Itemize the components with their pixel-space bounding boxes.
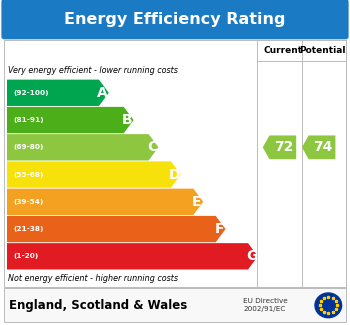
Text: (92-100): (92-100) bbox=[13, 90, 49, 96]
Circle shape bbox=[315, 293, 342, 318]
Polygon shape bbox=[7, 107, 134, 133]
Text: A: A bbox=[97, 86, 108, 100]
Polygon shape bbox=[7, 134, 159, 161]
Polygon shape bbox=[263, 136, 296, 159]
Text: 72: 72 bbox=[274, 140, 293, 154]
Text: 2002/91/EC: 2002/91/EC bbox=[243, 306, 286, 312]
Bar bbox=[4, 40, 346, 287]
Text: F: F bbox=[215, 222, 224, 236]
Text: Not energy efficient - higher running costs: Not energy efficient - higher running co… bbox=[8, 274, 178, 283]
Text: EU Directive: EU Directive bbox=[243, 298, 288, 305]
Text: (81-91): (81-91) bbox=[13, 117, 44, 123]
Text: (21-38): (21-38) bbox=[13, 226, 44, 232]
Text: 74: 74 bbox=[313, 140, 332, 154]
Text: England, Scotland & Wales: England, Scotland & Wales bbox=[9, 299, 187, 312]
Text: G: G bbox=[246, 249, 257, 263]
Text: Current: Current bbox=[263, 46, 302, 55]
Bar bbox=[4, 288, 346, 322]
Polygon shape bbox=[7, 162, 181, 188]
Text: E: E bbox=[192, 195, 202, 209]
Polygon shape bbox=[7, 243, 258, 269]
Text: (1-20): (1-20) bbox=[13, 253, 38, 259]
Polygon shape bbox=[7, 216, 225, 242]
Polygon shape bbox=[302, 136, 335, 159]
Text: Potential: Potential bbox=[299, 46, 345, 55]
Text: B: B bbox=[122, 113, 133, 127]
Text: (69-80): (69-80) bbox=[13, 144, 44, 150]
Text: Very energy efficient - lower running costs: Very energy efficient - lower running co… bbox=[8, 66, 177, 75]
Text: (39-54): (39-54) bbox=[13, 199, 43, 205]
FancyBboxPatch shape bbox=[1, 0, 349, 39]
Text: D: D bbox=[169, 168, 180, 182]
Text: Energy Efficiency Rating: Energy Efficiency Rating bbox=[64, 12, 286, 27]
Text: C: C bbox=[147, 140, 157, 154]
Polygon shape bbox=[7, 188, 203, 215]
Text: (55-68): (55-68) bbox=[13, 172, 44, 177]
Polygon shape bbox=[7, 80, 109, 106]
